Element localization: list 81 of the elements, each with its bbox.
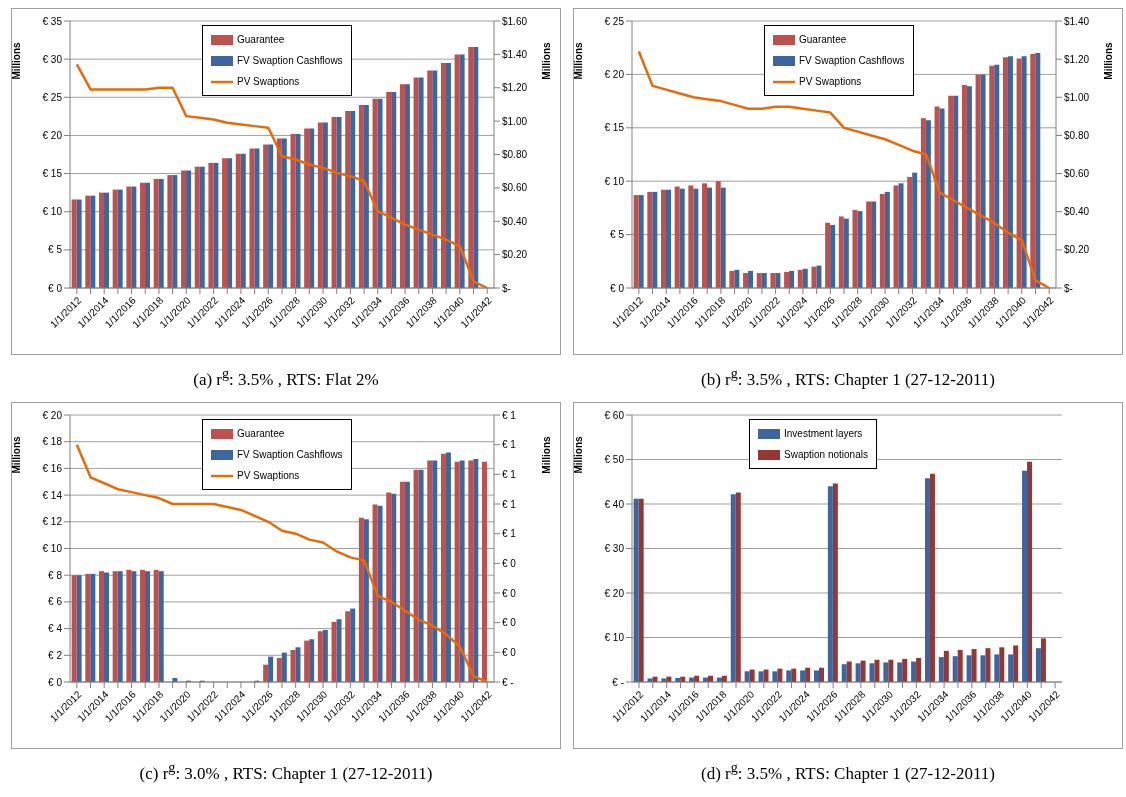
legend-label: FV Swaption Cashflows	[237, 448, 343, 462]
y-tick-label: € 8	[48, 569, 63, 581]
y2-tick-label: € 0	[502, 617, 517, 629]
y-tick-label: € 16	[42, 462, 63, 474]
y2-tick-label: $-	[1064, 282, 1073, 294]
y-tick-label: € 40	[604, 498, 625, 510]
y2-axis-title: Millions	[541, 41, 552, 80]
y-axis-title: Millions	[573, 435, 584, 474]
legend-label: Swaption notionals	[784, 448, 868, 462]
y2-tick-label: $1.20	[502, 82, 528, 94]
y2-tick-label: $0.20	[502, 249, 528, 261]
y2-tick-label: € 0	[502, 557, 517, 569]
y-tick-label: € 4	[48, 623, 63, 635]
y-tick-label: € 5	[48, 244, 63, 256]
y2-tick-label: $1.40	[502, 48, 528, 60]
y-tick-label: € 10	[604, 632, 625, 644]
y2-tick-label: € 1	[502, 528, 517, 540]
legend-label: PV Swaptions	[237, 75, 300, 89]
text: (c) r$^{g}$: 3.0% , RTS: Chapter 1 (27-12-2011)	[138, 759, 434, 784]
y2-tick-label: $1.20	[1064, 53, 1090, 65]
y-tick-label: € 2	[48, 649, 63, 661]
y-tick-label: € 20	[604, 587, 625, 599]
text: (d) r$^{g}$: 3.5% , RTS: Chapter 1 (27-12-2011)	[700, 759, 996, 784]
y-tick-label: € 50	[604, 454, 625, 466]
y-tick-label: € 25	[604, 15, 625, 27]
y-tick-label: € 30	[42, 53, 63, 65]
y2-tick-label: € 1	[502, 409, 517, 421]
legend-label: PV Swaptions	[237, 469, 300, 483]
y-tick-label: € 15	[42, 168, 63, 180]
text: (a) r$^{g}$: 3.5% , RTS: Flat 2%	[192, 365, 380, 390]
y2-tick-label: $1.00	[1064, 91, 1090, 103]
legend-label: Guarantee	[237, 33, 285, 47]
y2-tick-label: $1.60	[502, 15, 528, 27]
y2-tick-label: $0.20	[1064, 244, 1090, 256]
y-tick-label: € 35	[42, 15, 63, 27]
y2-tick-label: $0.60	[1064, 168, 1090, 180]
legend-label: Guarantee	[237, 427, 285, 441]
y-tick-label: € 20	[604, 68, 625, 80]
y-tick-label: € 12	[42, 516, 63, 528]
y-tick-label: € 60	[604, 409, 625, 421]
y2-tick-label: € 0	[502, 587, 517, 599]
legend-label: FV Swaption Cashflows	[237, 54, 343, 68]
y2-tick-label: $0.80	[1064, 129, 1090, 141]
y-tick-label: € 14	[42, 489, 63, 501]
y2-tick-label: $0.40	[1064, 206, 1090, 218]
y-tick-label: € 0	[610, 282, 625, 294]
y-axis-title: Millions	[11, 435, 22, 474]
y2-tick-label: € -	[502, 676, 514, 688]
y-tick-label: € 18	[42, 436, 63, 448]
y-tick-label: € 25	[42, 91, 63, 103]
y-tick-label: € -	[612, 676, 624, 688]
y-tick-label: € 30	[604, 543, 625, 555]
legend-label: Guarantee	[799, 33, 847, 47]
y2-tick-label: € 1	[502, 439, 517, 451]
y-tick-label: € 15	[604, 122, 625, 134]
y-axis-title: Millions	[11, 41, 22, 80]
y-tick-label: € 5	[610, 229, 625, 241]
y2-tick-label: $0.80	[502, 149, 528, 161]
y-tick-label: € 20	[42, 409, 63, 421]
legend-label: Investment layers	[784, 427, 863, 441]
y-tick-label: € 10	[42, 543, 63, 555]
y-tick-label: € 0	[48, 676, 63, 688]
y-tick-label: € 0	[48, 282, 63, 294]
y2-tick-label: $-	[502, 282, 511, 294]
text: (b) r$^{g}$: 3.5% , RTS: Chapter 1 (27-12-2011)	[700, 365, 996, 390]
y2-tick-label: $0.60	[502, 182, 528, 194]
y2-tick-label: $1.40	[1064, 15, 1090, 27]
y-tick-label: € 10	[604, 175, 625, 187]
y2-tick-label: € 1	[502, 468, 517, 480]
y2-axis-title: Millions	[541, 435, 552, 474]
y2-tick-label: € 1	[502, 498, 517, 510]
legend-label: FV Swaption Cashflows	[799, 54, 905, 68]
y-axis-title: Millions	[573, 41, 584, 80]
y2-tick-label: $1.00	[502, 115, 528, 127]
y-tick-label: € 10	[42, 206, 63, 218]
y2-axis-title: Millions	[1103, 41, 1114, 80]
y-tick-label: € 6	[48, 596, 63, 608]
y2-tick-label: $0.40	[502, 215, 528, 227]
legend-label: PV Swaptions	[799, 75, 862, 89]
y2-tick-label: € 0	[502, 646, 517, 658]
y-tick-label: € 20	[42, 129, 63, 141]
